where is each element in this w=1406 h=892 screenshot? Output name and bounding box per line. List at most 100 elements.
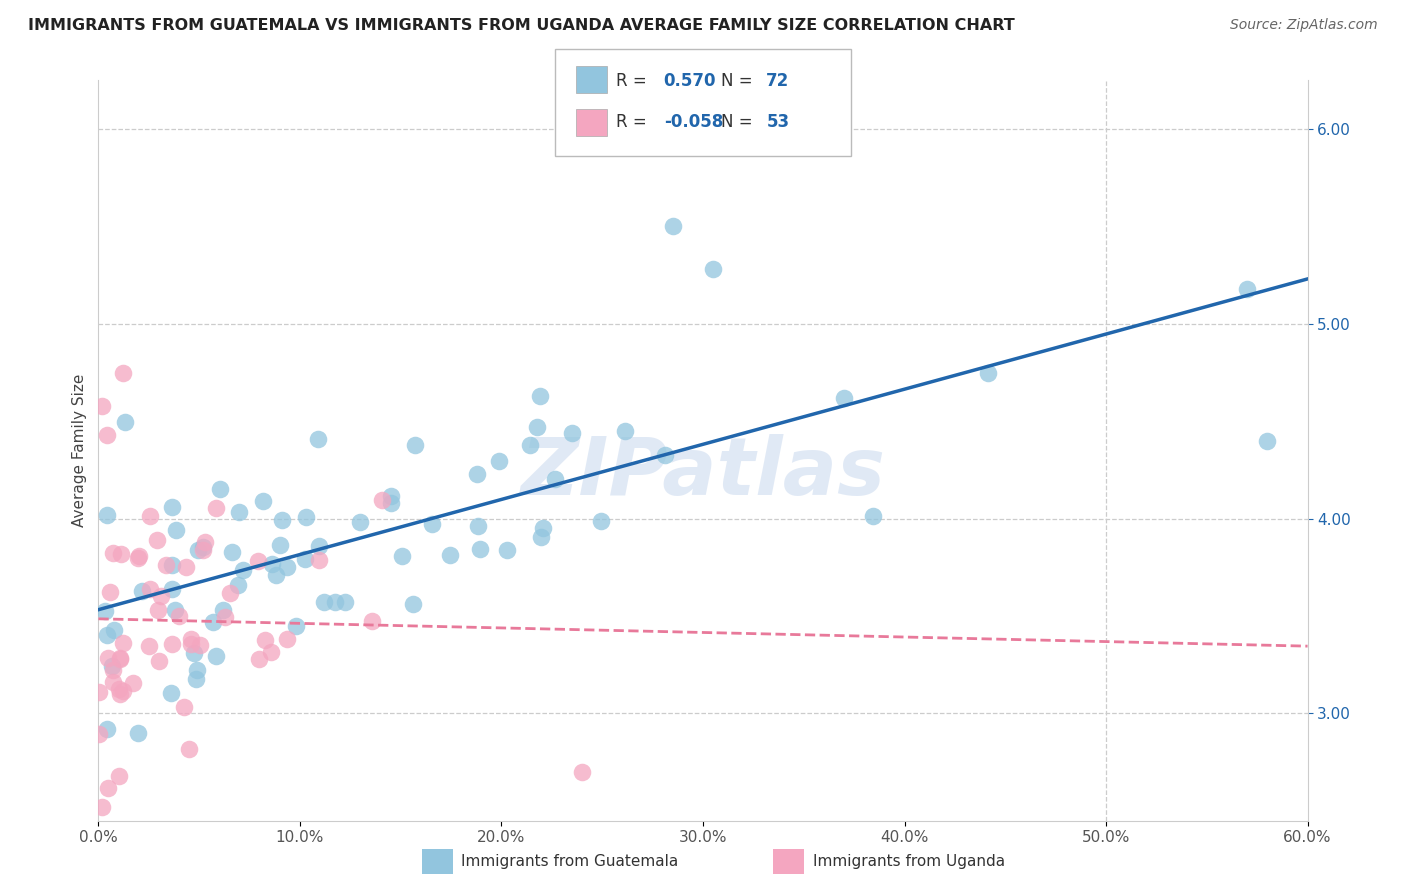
Point	[139, 508, 162, 523]
Point	[380, 496, 402, 510]
Point	[110, 547, 132, 561]
Point	[613, 424, 636, 438]
Text: Source: ZipAtlas.com: Source: ZipAtlas.com	[1230, 18, 1378, 32]
Point	[112, 684, 135, 698]
Point	[162, 500, 184, 514]
Point	[211, 602, 233, 616]
Point	[488, 454, 510, 468]
Point	[228, 505, 250, 519]
Point	[131, 584, 153, 599]
Point	[264, 568, 287, 582]
Point	[533, 521, 555, 535]
Point	[111, 636, 134, 650]
Point	[205, 501, 228, 516]
Point	[165, 523, 187, 537]
Point	[146, 533, 169, 547]
Point	[544, 471, 567, 485]
Point	[294, 552, 316, 566]
Point	[269, 538, 291, 552]
Point	[167, 608, 190, 623]
Point	[94, 604, 117, 618]
Text: R =: R =	[616, 72, 652, 90]
Point	[214, 609, 236, 624]
Point	[530, 531, 553, 545]
Point	[654, 448, 676, 462]
Text: Immigrants from Guatemala: Immigrants from Guatemala	[461, 855, 679, 869]
Point	[1236, 282, 1258, 296]
Point	[97, 651, 120, 665]
Point	[1256, 434, 1278, 448]
Point	[193, 543, 215, 558]
Point	[162, 637, 184, 651]
Point	[561, 426, 583, 441]
Point	[87, 685, 110, 699]
Text: N =: N =	[721, 113, 758, 131]
Point	[193, 534, 215, 549]
Point	[96, 427, 118, 442]
Point	[179, 632, 201, 646]
Point	[96, 723, 118, 737]
Point	[110, 652, 132, 666]
Point	[349, 515, 371, 529]
Point	[529, 389, 551, 403]
Point	[295, 509, 318, 524]
Point	[308, 553, 330, 567]
Point	[284, 619, 307, 633]
Text: -0.058: -0.058	[664, 113, 723, 131]
Point	[160, 686, 183, 700]
Point	[150, 589, 173, 603]
Point	[335, 595, 357, 609]
Point	[139, 582, 162, 596]
Point	[862, 508, 884, 523]
Point	[101, 546, 124, 560]
Point	[179, 741, 201, 756]
Point	[260, 645, 283, 659]
Point	[571, 764, 593, 779]
Point	[361, 614, 384, 628]
Point	[138, 639, 160, 653]
Point	[91, 800, 114, 814]
Point	[111, 366, 134, 380]
Point	[96, 628, 118, 642]
Text: 0.570: 0.570	[664, 72, 716, 90]
Point	[173, 700, 195, 714]
Text: Immigrants from Uganda: Immigrants from Uganda	[813, 855, 1005, 869]
Point	[380, 490, 402, 504]
Point	[97, 780, 120, 795]
Point	[308, 540, 330, 554]
Text: 72: 72	[766, 72, 790, 90]
Point	[146, 603, 169, 617]
Point	[702, 262, 724, 277]
Point	[226, 578, 249, 592]
Text: N =: N =	[721, 72, 758, 90]
Point	[404, 438, 426, 452]
Point	[270, 513, 292, 527]
Point	[465, 467, 488, 481]
Point	[186, 663, 208, 677]
Point	[832, 391, 855, 405]
Point	[496, 542, 519, 557]
Point	[155, 558, 177, 572]
Text: ZIPatlas: ZIPatlas	[520, 434, 886, 512]
Point	[165, 603, 187, 617]
Point	[184, 672, 207, 686]
Point	[307, 432, 329, 446]
Point	[127, 726, 149, 740]
Point	[127, 550, 149, 565]
Y-axis label: Average Family Size: Average Family Size	[72, 374, 87, 527]
Point	[107, 769, 129, 783]
Point	[96, 508, 118, 523]
Point	[98, 585, 121, 599]
Text: IMMIGRANTS FROM GUATEMALA VS IMMIGRANTS FROM UGANDA AVERAGE FAMILY SIZE CORRELAT: IMMIGRANTS FROM GUATEMALA VS IMMIGRANTS …	[28, 18, 1015, 33]
Point	[114, 415, 136, 429]
Point	[252, 494, 274, 508]
Point	[208, 482, 231, 496]
Point	[323, 594, 346, 608]
Point	[247, 554, 270, 568]
Point	[253, 632, 276, 647]
Point	[128, 549, 150, 563]
Point	[108, 681, 131, 696]
Text: R =: R =	[616, 113, 652, 131]
Point	[108, 651, 131, 665]
Point	[103, 675, 125, 690]
